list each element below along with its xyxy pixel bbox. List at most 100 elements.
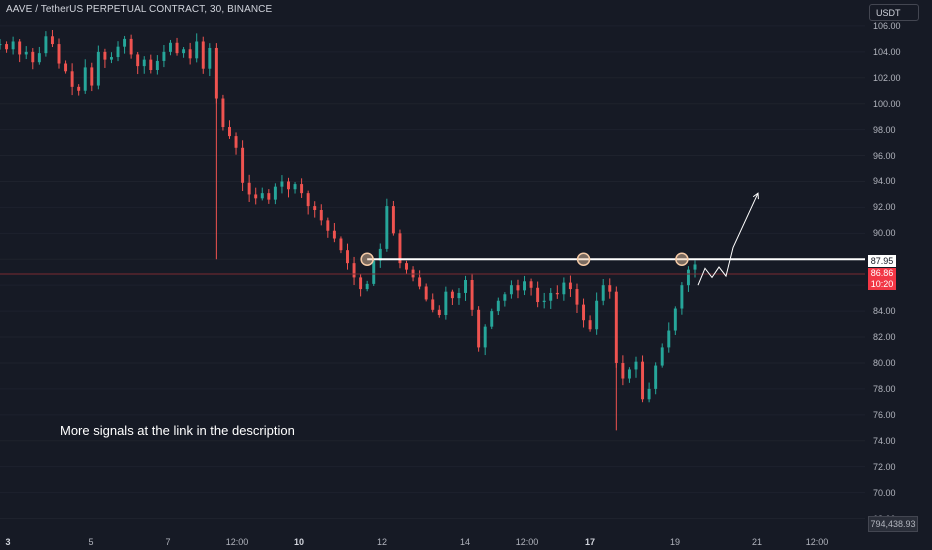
candle-body: [680, 285, 684, 309]
candle-body: [77, 86, 81, 91]
candle-body: [234, 136, 238, 148]
candle-body: [228, 127, 231, 137]
candle-body: [273, 186, 277, 200]
candle-body: [129, 38, 133, 55]
symbol-title[interactable]: AAVE / TetherUS PERPETUAL CONTRACT, 30, …: [6, 4, 273, 15]
candle-body: [64, 63, 68, 72]
candle-body: [319, 210, 323, 221]
candle-body: [109, 57, 113, 60]
candle-body: [339, 238, 343, 251]
candle-body: [254, 194, 258, 199]
candle-body: [667, 330, 671, 348]
candle-body: [483, 326, 487, 348]
candle-body: [378, 248, 382, 261]
time-tick: 12: [376, 537, 388, 547]
candle-body: [529, 281, 533, 288]
currency-select[interactable]: USDT: [869, 4, 919, 21]
candle-body: [523, 281, 527, 291]
candle-body: [431, 299, 435, 310]
candle-body: [44, 36, 48, 54]
time-tick: 14: [459, 537, 471, 547]
time-tick: 12:00: [225, 537, 249, 547]
candle-body: [424, 286, 428, 300]
candle-body: [634, 361, 638, 370]
candle-body: [372, 260, 376, 284]
time-tick: 3: [5, 537, 11, 547]
price-tick: 98.00: [873, 124, 896, 135]
price-tick: 90.00: [873, 228, 896, 239]
candle-body: [162, 51, 166, 61]
candle-body: [214, 47, 218, 99]
volume-badge: 794,438.93: [868, 516, 918, 532]
candle-body: [588, 320, 592, 330]
candle-body: [221, 98, 225, 128]
time-axis[interactable]: 3 5 7 12:00 10 12 14 12:00 17 19 21 12:00: [0, 525, 932, 550]
price-tick: 76.00: [873, 409, 896, 420]
candle-body: [300, 184, 304, 194]
candle-body: [614, 291, 618, 363]
candle-body: [31, 51, 35, 63]
candle-body: [280, 181, 284, 187]
candle-body: [50, 36, 54, 45]
candle-body: [260, 193, 264, 199]
candle-body: [155, 60, 159, 70]
candle-body: [293, 184, 297, 190]
candle-body: [332, 230, 336, 239]
candle-body: [287, 181, 290, 190]
candle-body: [346, 250, 349, 264]
candle-body: [208, 47, 212, 69]
candle-body: [57, 44, 61, 64]
candle-body: [568, 282, 572, 290]
candle-body: [359, 277, 363, 290]
time-tick: 12:00: [515, 537, 539, 547]
price-tick: 70.00: [873, 487, 896, 498]
candle-body: [411, 269, 415, 278]
candle-body: [654, 365, 658, 389]
candle-body: [24, 51, 28, 55]
candle-body: [496, 300, 500, 312]
candle-body: [83, 67, 87, 91]
candle-body: [70, 71, 74, 87]
candle-body: [686, 269, 690, 286]
candle-body: [241, 147, 245, 183]
candle-body: [136, 54, 140, 67]
candle-body: [437, 309, 441, 315]
candle-body: [490, 311, 494, 327]
last-price-value: 86.86: [870, 268, 894, 278]
price-tick: 106.00: [873, 20, 901, 31]
candle-body: [509, 285, 513, 295]
touch-marker: [576, 252, 591, 267]
time-tick: 12:00: [805, 537, 829, 547]
candle-body: [201, 41, 205, 69]
price-tick: 80.00: [873, 357, 896, 368]
candle-body: [405, 263, 408, 270]
candle-body: [0, 44, 2, 46]
bar-countdown: 10:20: [870, 279, 894, 289]
candle-body: [444, 291, 448, 315]
time-tick: 17: [584, 537, 596, 547]
candle-body: [601, 285, 605, 301]
candle-body: [693, 264, 697, 270]
price-tick: 84.00: [873, 306, 896, 317]
candle-body: [450, 291, 454, 299]
candle-body: [123, 38, 127, 47]
candle-body: [608, 285, 612, 292]
candle-body: [175, 42, 179, 54]
candle-body: [549, 292, 553, 301]
candle-body: [582, 304, 586, 321]
candle-body: [90, 67, 94, 86]
candle-body: [575, 289, 579, 305]
level-price-label: 87.95: [868, 255, 896, 267]
candle-body: [18, 41, 22, 55]
candle-body: [247, 182, 251, 195]
candle-body: [503, 294, 507, 301]
price-tick: 102.00: [873, 72, 901, 83]
price-tick: 94.00: [873, 176, 896, 187]
candle-body: [555, 292, 559, 295]
price-tick: 100.00: [873, 98, 901, 109]
candle-body: [352, 263, 356, 278]
candle-body: [306, 193, 310, 207]
candle-body: [149, 59, 153, 70]
price-chart[interactable]: [0, 0, 865, 525]
candle-body: [627, 369, 631, 379]
